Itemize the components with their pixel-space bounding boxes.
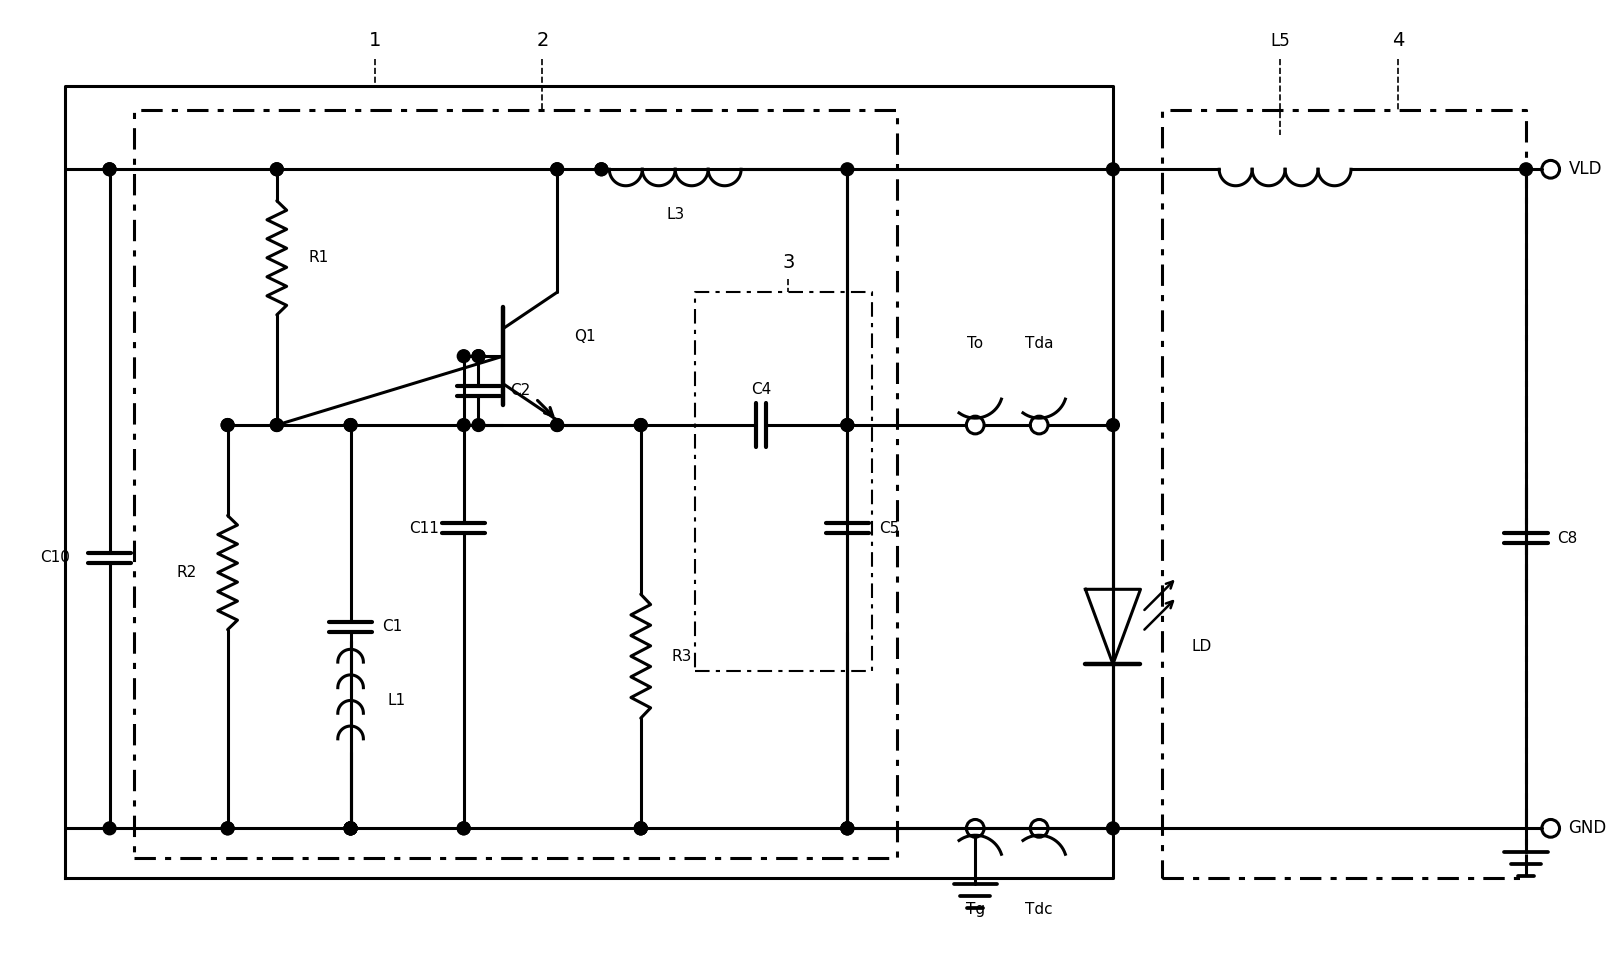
Text: 2: 2 (537, 31, 548, 51)
Circle shape (551, 163, 564, 175)
Text: C1: C1 (382, 619, 402, 634)
Circle shape (840, 822, 853, 835)
Circle shape (840, 163, 853, 175)
Circle shape (635, 419, 648, 431)
Circle shape (635, 822, 648, 835)
Circle shape (472, 350, 485, 362)
Text: LD: LD (1192, 639, 1212, 654)
Circle shape (344, 419, 357, 431)
Text: Tg: Tg (966, 902, 985, 918)
Text: C11: C11 (410, 521, 439, 536)
Circle shape (635, 419, 648, 431)
Circle shape (595, 163, 607, 175)
Circle shape (1520, 163, 1533, 175)
Circle shape (270, 419, 283, 431)
Circle shape (344, 822, 357, 835)
Circle shape (458, 822, 471, 835)
Circle shape (1107, 163, 1120, 175)
Circle shape (270, 163, 283, 175)
Circle shape (344, 822, 357, 835)
Circle shape (458, 350, 471, 362)
Circle shape (222, 822, 235, 835)
Circle shape (270, 419, 283, 431)
Circle shape (458, 419, 471, 431)
Text: To: To (967, 336, 983, 352)
Text: R2: R2 (177, 565, 196, 581)
Circle shape (1107, 822, 1120, 835)
Circle shape (458, 822, 471, 835)
Text: 3: 3 (783, 252, 794, 272)
Circle shape (344, 822, 357, 835)
Circle shape (344, 419, 357, 431)
Text: R3: R3 (672, 649, 693, 663)
Text: 4: 4 (1392, 31, 1405, 51)
Circle shape (472, 419, 485, 431)
Circle shape (551, 163, 564, 175)
Text: L3: L3 (665, 206, 685, 222)
Circle shape (472, 350, 485, 362)
Text: GND: GND (1568, 819, 1607, 838)
Circle shape (840, 822, 853, 835)
Circle shape (595, 163, 607, 175)
Circle shape (222, 419, 235, 431)
Circle shape (270, 163, 283, 175)
Text: Tda: Tda (1025, 336, 1054, 352)
Text: C5: C5 (879, 521, 898, 536)
Text: Q1: Q1 (574, 329, 596, 345)
Circle shape (551, 419, 564, 431)
Text: C4: C4 (750, 383, 771, 397)
Circle shape (635, 822, 648, 835)
Circle shape (635, 822, 648, 835)
Circle shape (840, 822, 853, 835)
Circle shape (103, 163, 116, 175)
Circle shape (344, 822, 357, 835)
Text: C2: C2 (509, 383, 530, 398)
Circle shape (840, 419, 853, 431)
Circle shape (103, 822, 116, 835)
Circle shape (103, 163, 116, 175)
Circle shape (344, 822, 357, 835)
Circle shape (222, 419, 235, 431)
Text: L5: L5 (1270, 32, 1290, 51)
Circle shape (222, 822, 235, 835)
Circle shape (840, 419, 853, 431)
Circle shape (551, 419, 564, 431)
Text: 1: 1 (370, 31, 381, 51)
Text: Tdc: Tdc (1025, 902, 1053, 918)
Text: R1: R1 (309, 250, 328, 265)
Text: C10: C10 (40, 550, 71, 565)
Text: VLD: VLD (1568, 161, 1602, 178)
Circle shape (1107, 419, 1120, 431)
Text: C8: C8 (1557, 531, 1578, 545)
Text: L1: L1 (387, 693, 407, 708)
